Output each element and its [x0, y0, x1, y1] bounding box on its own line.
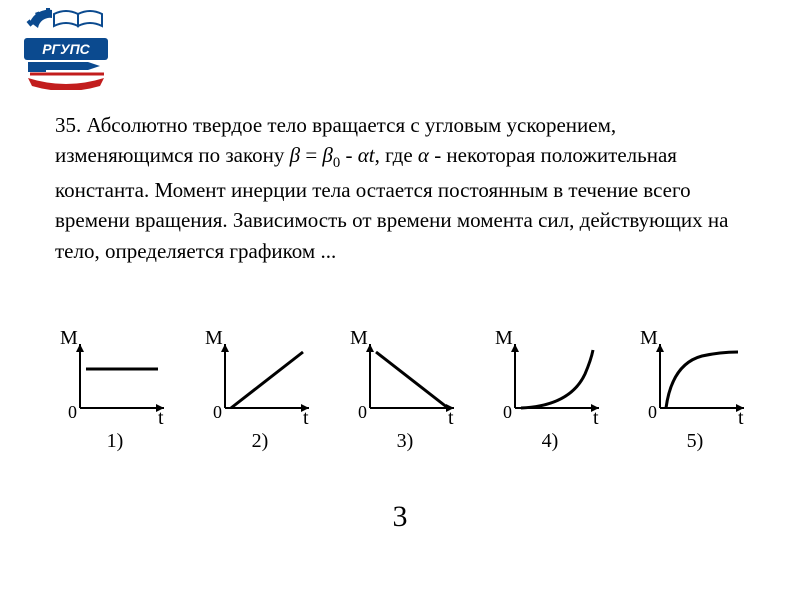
- origin-label: 0: [213, 402, 222, 422]
- answer-number: 3: [0, 500, 800, 534]
- curve-4: [521, 350, 593, 408]
- y-axis-label: M: [640, 330, 658, 349]
- graph-2: M 0 t 2): [205, 330, 315, 453]
- graph-3: M 0 t 3): [350, 330, 460, 453]
- origin-label: 0: [648, 402, 657, 422]
- graphs-row: M 0 t 1) M 0 t 2): [60, 330, 750, 453]
- graph-5-label: 5): [687, 430, 704, 453]
- y-axis-label: M: [60, 330, 78, 349]
- graph-5: M 0 t 5): [640, 330, 750, 453]
- graph-1-label: 1): [107, 430, 124, 453]
- question-text: 35. Абсолютно твердое тело вращается с у…: [55, 110, 753, 266]
- graph-1: M 0 t 1): [60, 330, 170, 453]
- x-axis-label: t: [303, 407, 309, 426]
- x-axis-label: t: [448, 407, 454, 426]
- graph-3-label: 3): [397, 430, 414, 453]
- question-number: 35.: [55, 113, 81, 137]
- y-axis-label: M: [205, 330, 223, 349]
- graph-4-label: 4): [542, 430, 559, 453]
- x-axis-label: t: [738, 407, 744, 426]
- origin-label: 0: [358, 402, 367, 422]
- curve-3: [376, 352, 448, 408]
- curve-2: [231, 352, 303, 408]
- graph-4: M 0 t 4): [495, 330, 605, 453]
- origin-label: 0: [503, 402, 512, 422]
- y-axis-label: M: [350, 330, 368, 349]
- x-axis-label: t: [158, 407, 164, 426]
- y-axis-label: M: [495, 330, 513, 349]
- graph-2-label: 2): [252, 430, 269, 453]
- origin-label: 0: [68, 402, 77, 422]
- curve-5: [666, 352, 738, 408]
- x-axis-label: t: [593, 407, 599, 426]
- logo-svg: РГУПС: [18, 8, 114, 90]
- institution-logo: РГУПС: [18, 8, 114, 90]
- logo-text: РГУПС: [42, 41, 90, 57]
